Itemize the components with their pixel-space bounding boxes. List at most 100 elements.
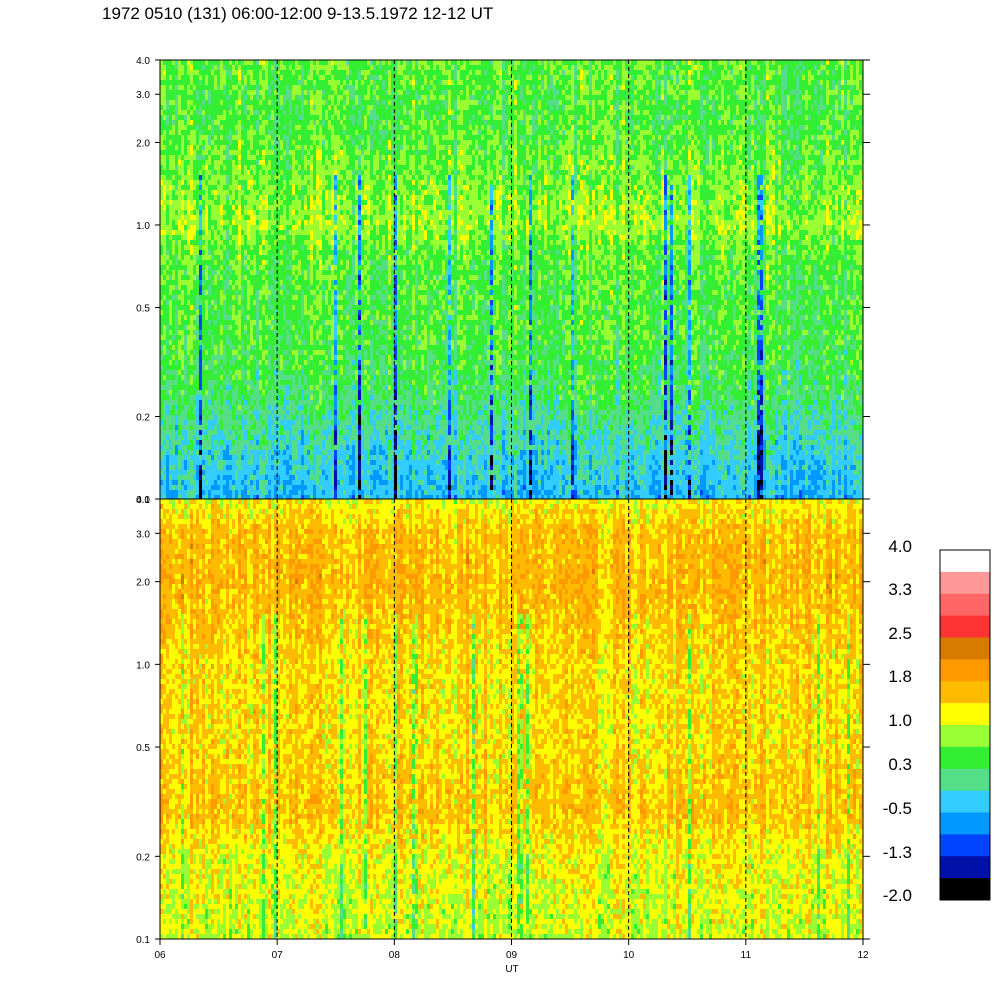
spectrogram-cell [199,95,202,100]
spectrogram-cell [175,450,178,455]
spectrogram-cell [172,190,175,195]
spectrogram-cell [292,195,295,200]
spectrogram-cell [280,210,283,215]
spectrogram-cell [211,110,214,115]
spectrogram-cell [307,315,310,320]
spectrogram-cell [199,470,202,475]
spectrogram-cell [295,80,298,85]
spectrogram-cell [163,330,166,335]
spectrogram-cell [283,185,286,190]
spectrogram-cell [277,350,280,355]
spectrogram-cell [328,225,331,230]
spectrogram-cell [229,150,232,155]
spectrogram-cell [301,465,304,470]
spectrogram-cell [187,470,190,475]
spectrogram-cell [253,370,256,375]
spectrogram-cell [313,410,316,415]
spectrogram-cell [250,250,253,255]
spectrogram-cell [178,180,181,185]
spectrogram-cell [319,145,322,150]
spectrogram-cell [259,370,262,375]
spectrogram-cell [196,450,199,455]
spectrogram-cell [241,90,244,95]
spectrogram-cell [262,495,265,499]
spectrogram-cell [172,420,175,425]
spectrogram-cell [184,65,187,70]
spectrogram-cell [292,260,295,265]
spectrogram-cell [196,325,199,330]
spectrogram-cell [238,185,241,190]
spectrogram-cell [286,90,289,95]
spectrogram-cell [226,440,229,445]
spectrogram-cell [286,210,289,215]
spectrogram-cell [241,485,244,490]
spectrogram-cell [226,325,229,330]
spectrogram-cell [265,355,268,360]
spectrogram-cell [274,185,277,190]
spectrogram-cell [238,105,241,110]
spectrogram-cell [169,380,172,385]
spectrogram-cell [217,390,220,395]
spectrogram-cell [160,65,163,70]
spectrogram-cell [289,335,292,340]
spectrogram-cell [181,425,184,430]
spectrogram-cell [226,75,229,80]
spectrogram-cell [160,185,163,190]
spectrogram-cell [238,315,241,320]
spectrogram-cell [208,185,211,190]
spectrogram-cell [184,165,187,170]
spectrogram-cell [322,390,325,395]
spectrogram-cell [166,225,169,230]
spectrogram-cell [229,135,232,140]
spectrogram-cell [280,390,283,395]
spectrogram-cell [160,380,163,385]
spectrogram-cell [283,330,286,335]
spectrogram-cell [175,440,178,445]
spectrogram-cell [211,350,214,355]
spectrogram-cell [310,405,313,410]
spectrogram-cell [172,305,175,310]
spectrogram-cell [214,175,217,180]
spectrogram-cell [304,440,307,445]
spectrogram-cell [304,420,307,425]
spectrogram-cell [256,460,259,465]
spectrogram-cell [319,240,322,245]
spectrogram-cell [304,310,307,315]
spectrogram-cell [304,475,307,480]
spectrogram-cell [223,300,226,305]
spectrogram-cell [190,250,193,255]
spectrogram-cell [319,205,322,210]
spectrogram-cell [208,230,211,235]
spectrogram-cell [226,275,229,280]
spectrogram-cell [199,495,202,499]
spectrogram-cell [268,80,271,85]
spectrogram-cell [295,495,298,499]
spectrogram-cell [199,315,202,320]
spectrogram-cell [280,105,283,110]
spectrogram-cell [310,295,313,300]
spectrogram-cell [160,290,163,295]
spectrogram-cell [229,165,232,170]
spectrogram-cell [220,115,223,120]
spectrogram-cell [304,295,307,300]
spectrogram-cell [265,160,268,165]
spectrogram-cell [235,300,238,305]
spectrogram-cell [211,460,214,465]
spectrogram-cell [196,100,199,105]
spectrogram-cell [238,290,241,295]
spectrogram-cell [277,365,280,370]
spectrogram-cell [310,480,313,485]
spectrogram-cell [313,110,316,115]
spectrogram-cell [289,375,292,380]
spectrogram-cell [181,175,184,180]
spectrogram-cell [163,255,166,260]
spectrogram-cell [217,400,220,405]
spectrogram-cell [181,100,184,105]
spectrogram-cell [307,360,310,365]
spectrogram-cell [316,110,319,115]
spectrogram-cell [283,265,286,270]
spectrogram-cell [265,240,268,245]
spectrogram-cell [217,80,220,85]
spectrogram-cell [178,135,181,140]
spectrogram-cell [265,400,268,405]
